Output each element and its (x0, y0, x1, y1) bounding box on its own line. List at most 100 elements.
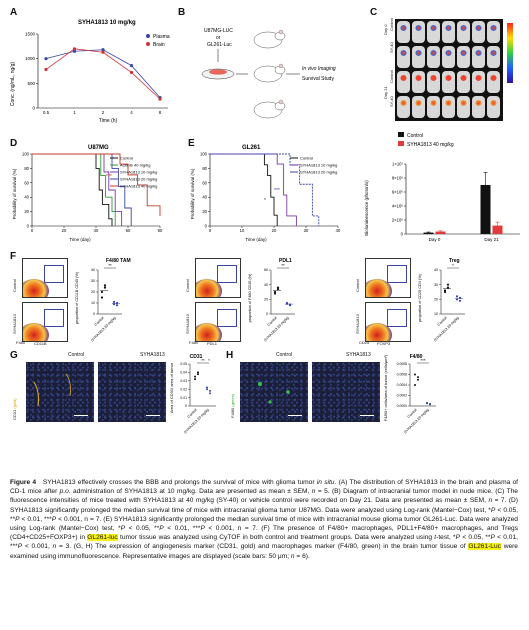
h-chart-title: F4/80 (410, 354, 423, 360)
dot (197, 373, 199, 376)
ytick-label: 0.01 (180, 396, 187, 400)
flow-row-label: Control (355, 279, 360, 292)
mouse-image (472, 96, 485, 118)
ytick-label: 0.0008 (397, 362, 407, 366)
ytick-label: 0 (401, 232, 404, 237)
f-dot (100, 296, 104, 299)
g-chart-title: CD31 (190, 354, 203, 360)
f-dot-plot: PDL1 proportion of F480 CD45 (%) 0 20 40 60 **… (248, 258, 295, 342)
f-sig: ** (281, 263, 285, 268)
panel-a-xlabel: Time (h) (99, 118, 118, 124)
caption-lead: Figure 4 (10, 479, 37, 486)
f-dot-plot: F4/80 TAM proportion of CD11B CD45 (%) 0 10… (75, 258, 131, 342)
mouse-image (412, 46, 425, 68)
panel-a-legend: Plasma Brain (146, 34, 170, 48)
mouse-image (472, 71, 485, 93)
dot (206, 388, 208, 391)
g-treat-image (98, 362, 166, 422)
f-dot (100, 290, 104, 294)
flow-plot (22, 302, 68, 342)
ytick-label: 100 (22, 152, 30, 157)
sig: *** (420, 358, 426, 363)
ytick-label: 40 (91, 268, 95, 272)
dot (206, 386, 208, 389)
panel-e-title: GL261 (242, 145, 261, 151)
survival-series (210, 153, 297, 226)
ytick-label: 20 (434, 298, 438, 302)
caption-highlight-1: GL261-luc (87, 534, 118, 542)
legend-marker-plasma (146, 34, 150, 38)
dot (414, 384, 416, 386)
mouse-image (427, 71, 440, 93)
d-legend-label: Acitinib 40 mg/kg (120, 163, 150, 168)
mouse-image (457, 46, 470, 68)
panel-e-sig2: * (264, 198, 266, 204)
panel-d-sig: *** (106, 174, 112, 180)
xtick-label: 80 (158, 228, 163, 233)
h-ylabel: F4/80+ cells/area of tumor (cells/μm²) (383, 354, 388, 421)
panel-e-ylabel: Probability of survival (%) (190, 168, 195, 219)
label-c-control-2: Control (389, 70, 394, 83)
ytick-label: 0 (27, 224, 30, 229)
flow-row-label: Control (185, 279, 190, 292)
d-legend-label: SYHA1813 20 mg/kg (120, 177, 157, 182)
ytick-label: 1×10⁷ (392, 162, 403, 167)
a-ytick-label: 500 (27, 81, 35, 86)
f-xcat-control: Control (437, 316, 448, 327)
panel-d-plot: 0 20 40 60 80 100 0 20 40 60 80 Control Acitinib 40 … (22, 152, 163, 234)
a-xtick-label: 2 (102, 110, 105, 115)
xtick-label: 20 (272, 228, 277, 233)
xcat-control: Control (187, 408, 198, 419)
f-dot (285, 301, 289, 305)
bar-xtick-label: Day 21 (484, 237, 499, 242)
ytick-label: 60 (24, 180, 29, 185)
f-dot (103, 284, 107, 287)
ytick-label: 20 (24, 209, 29, 214)
flow-plot (195, 302, 241, 342)
xtick-label: 0 (209, 228, 212, 233)
mouse-image (412, 71, 425, 93)
ytick-label: 0.0002 (397, 394, 407, 398)
f-xcat-control: Control (267, 316, 278, 327)
mouse-image (427, 96, 440, 118)
panel-b-cell-2: GL261-Luc (207, 42, 232, 48)
flow-plot (365, 258, 411, 298)
mouse-image (427, 46, 440, 68)
panel-a-plot: 0 500 1000 1500 0.5 1 2 4 8 (25, 32, 168, 115)
panel-letter-h: H (226, 350, 234, 361)
ytick-label: 40 (24, 195, 29, 200)
bar-legend-control: Control (407, 133, 423, 139)
ytick-label: 60 (264, 268, 268, 272)
xcat-control: Control (407, 408, 418, 419)
f-sig: * (452, 263, 454, 268)
panel-b-outcome-2: Survival Study (302, 76, 334, 82)
legend-label-brain: Brain (153, 42, 165, 48)
g-control-label: Control (68, 352, 85, 358)
ytick-label: 2×10⁶ (392, 218, 403, 223)
flow-block: Control SYHA1813 F480 PDL1 (185, 254, 350, 346)
label-c-sy40-1: SY-40 (389, 42, 394, 53)
flow-plot (22, 258, 68, 298)
panel-c-imaging: Day 0 Day 21 Control SY-40 Control SY-40 (383, 17, 523, 121)
label-c-sy40-2: SY-40 (389, 96, 394, 107)
bar (480, 185, 491, 234)
panel-b-or: or (216, 35, 221, 41)
dot (194, 378, 196, 381)
ytick-label: 20 (91, 290, 95, 294)
ytick-label: 4×10⁶ (392, 204, 403, 209)
mouse-image (472, 21, 485, 43)
panel-a-title: SYHA1813 10 mg/kg (78, 20, 136, 26)
ytick-label: 20 (202, 209, 207, 214)
g-control-image (26, 362, 94, 422)
flow-x-axis-label: FOXP3 (377, 341, 391, 346)
f-dot (288, 303, 292, 306)
f-dot-chart: PDL1 proportion of F480 CD45 (%) 0 20 40 60 **… (248, 258, 295, 342)
dot (429, 403, 431, 406)
legend-swatch-control (398, 132, 404, 137)
panel-letter-g: G (10, 350, 18, 361)
panel-d-chart: U87MG Probability of survival (%) Time (… (12, 145, 163, 242)
h-control-image (240, 362, 308, 422)
caption-highlight-2: GL261-Luc (468, 543, 501, 551)
ytick-label: 40 (434, 268, 438, 272)
panel-a-ylabel: Conc. (ng/mL, ng/g) (10, 62, 16, 107)
